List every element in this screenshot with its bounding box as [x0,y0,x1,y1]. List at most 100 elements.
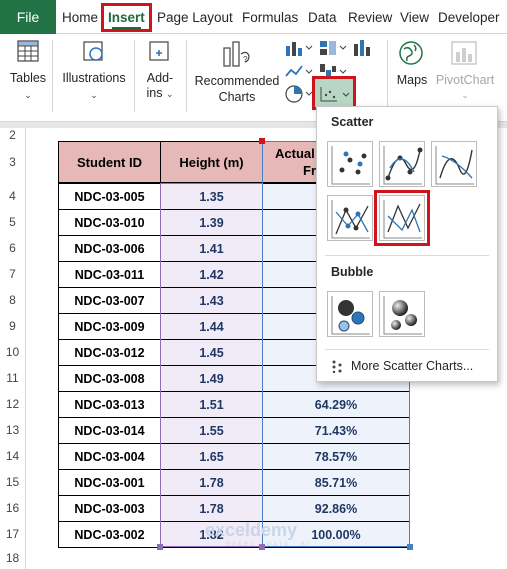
student-id-cell[interactable]: NDC-03-002 [58,521,161,548]
recommended-charts-button[interactable]: ? Recommended Charts [190,34,284,120]
header-height[interactable]: Height (m) [160,141,263,183]
height-cell[interactable]: 1.35 [160,183,263,210]
tab-insert[interactable]: Insert [108,0,145,34]
actual-freq-cell[interactable]: 100.00% [262,521,410,548]
selection-handle[interactable] [259,138,265,144]
chevron-down-icon: ⌄ [90,90,98,100]
student-id-cell[interactable]: NDC-03-008 [58,365,161,392]
row-header[interactable]: 10 [0,339,26,365]
student-id-cell[interactable]: NDC-03-013 [58,391,161,418]
student-id-cell[interactable]: NDC-03-006 [58,235,161,262]
tab-file[interactable]: File [0,0,56,34]
student-id-cell[interactable]: NDC-03-005 [58,183,161,210]
tab-view[interactable]: View [400,9,430,25]
row-header[interactable]: 9 [0,313,26,339]
waterfall-chart-icon[interactable] [318,62,338,82]
student-id-cell[interactable]: NDC-03-001 [58,469,161,496]
row-header[interactable]: 18 [0,547,26,569]
student-id-cell[interactable]: NDC-03-012 [58,339,161,366]
statistic-chart-icon[interactable] [352,38,374,58]
hierarchy-chart-icon[interactable] [318,38,338,58]
scatter-straight-lines-markers-option[interactable] [327,195,373,241]
header-actual-text: Actual [275,146,315,161]
group-divider [387,40,388,112]
table-icon [17,40,39,62]
row-header[interactable]: 13 [0,417,26,443]
selection-handle[interactable] [407,544,413,550]
bubble-option[interactable] [327,291,373,337]
header-student-id[interactable]: Student ID [58,141,161,183]
student-id-cell[interactable]: NDC-03-014 [58,417,161,444]
scatter-section-title: Scatter [331,115,374,129]
line-chart-icon[interactable] [284,62,304,82]
pivotchart-button[interactable]: PivotChart ⌄ [432,34,498,120]
3d-bubble-option[interactable] [379,291,425,337]
scatter-smooth-markers-icon [383,146,423,185]
scatter-markers-option[interactable] [327,141,373,187]
straight-lines-highlight [374,190,430,246]
group-divider [134,40,135,112]
student-id-cell[interactable]: NDC-03-004 [58,443,161,470]
tab-developer[interactable]: Developer [438,9,500,25]
scatter-straight-lines-option[interactable] [379,195,425,241]
row-header[interactable]: 7 [0,261,26,287]
addins-button[interactable]: Add- ins ⌄ [138,34,182,120]
tab-data[interactable]: Data [308,9,337,25]
scatter-straight-markers-icon [331,200,370,239]
bubble-icon [331,296,370,335]
row-header[interactable]: 8 [0,287,26,313]
more-scatter-charts-link[interactable]: More Scatter Charts... [331,359,473,373]
row-header[interactable]: 16 [0,495,26,521]
addins-label-line2-text: ins [146,86,163,100]
row-header[interactable]: 5 [0,209,26,235]
row-header[interactable]: 14 [0,443,26,469]
tab-review[interactable]: Review [348,9,393,25]
scatter-smooth-lines-icon [435,146,474,185]
height-cell[interactable]: 1.82 [160,521,263,548]
insert-tab-highlight [101,3,152,32]
shapes-icon [83,41,103,61]
tables-button[interactable]: Tables ⌄ [6,34,50,120]
height-cell[interactable]: 1.65 [160,443,263,470]
illustrations-button[interactable]: Illustrations ⌄ [58,34,130,120]
scatter-smooth-lines-markers-option[interactable] [379,141,425,187]
row-header[interactable]: 11 [0,365,26,391]
pie-chart-icon[interactable] [284,84,304,104]
recommended-label-line1: Recommended [194,74,280,88]
student-id-cell[interactable]: NDC-03-010 [58,209,161,236]
height-cell[interactable]: 1.51 [160,391,263,418]
scatter-markers-icon [331,146,370,185]
column-chart-icon[interactable] [284,38,304,58]
chevron-down-icon [305,69,313,74]
selection-handle[interactable] [259,544,265,550]
row-header[interactable]: 4 [0,183,26,209]
height-cell[interactable]: 1.44 [160,313,263,340]
student-id-cell[interactable]: NDC-03-003 [58,495,161,522]
scatter-icon [320,87,337,102]
addins-label-line1: Add- [146,71,174,85]
globe-icon [399,41,423,65]
selection-handle[interactable] [157,544,163,550]
height-cell[interactable]: 1.78 [160,495,263,522]
pivotchart-label: PivotChart [435,73,495,87]
student-id-cell[interactable]: NDC-03-007 [58,287,161,314]
student-id-cell[interactable]: NDC-03-009 [58,313,161,340]
row-header[interactable]: 2 [0,128,26,142]
tab-page-layout[interactable]: Page Layout [157,9,233,25]
row-header[interactable]: 17 [0,521,26,547]
actual-freq-cell[interactable]: 64.29% [262,391,410,418]
height-range-selection [160,183,263,547]
row-header[interactable]: 15 [0,469,26,495]
maps-label: Maps [396,73,428,87]
maps-button[interactable]: Maps [392,34,432,120]
scatter-smooth-lines-option[interactable] [431,141,477,187]
student-id-cell[interactable]: NDC-03-011 [58,261,161,288]
row-header[interactable]: 3 [0,141,26,183]
row-header[interactable]: 6 [0,235,26,261]
tab-formulas[interactable]: Formulas [242,9,299,25]
recommended-charts-icon: ? [223,41,250,67]
chevron-down-icon [339,45,347,50]
tab-home[interactable]: Home [62,9,99,25]
scatter-dots-icon [332,360,342,373]
row-header[interactable]: 12 [0,391,26,417]
